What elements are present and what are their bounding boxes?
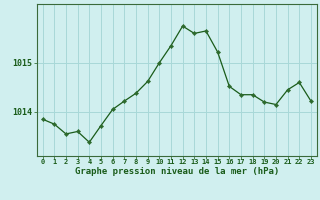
X-axis label: Graphe pression niveau de la mer (hPa): Graphe pression niveau de la mer (hPa) [75, 167, 279, 176]
